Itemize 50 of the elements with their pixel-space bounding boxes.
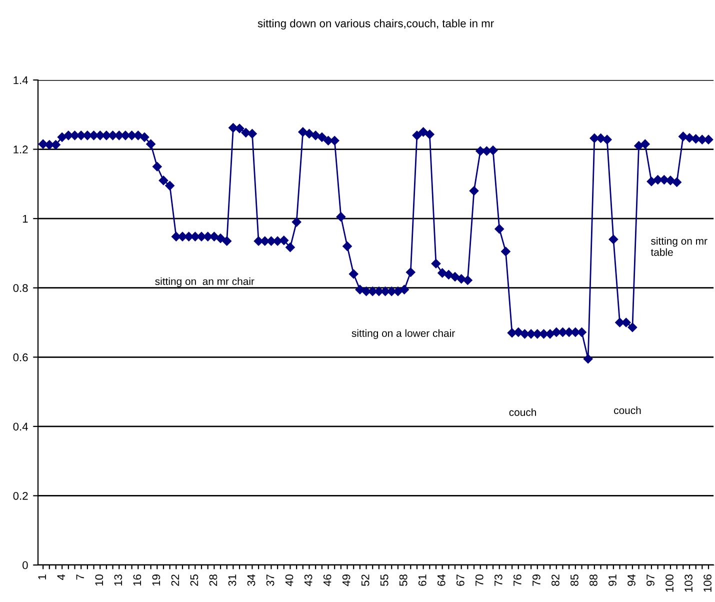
y-tick-label: 1.2 [14,146,28,154]
x-tick-label: 19 [152,574,160,586]
x-tick-label: 82 [552,574,560,586]
x-tick-label: 67 [456,574,464,586]
x-tick-label: 7 [76,574,84,580]
annotation: sitting on an mr chair [155,277,254,288]
x-tick-label: 1 [38,574,46,580]
x-tick-label: 22 [171,574,180,586]
x-tick-label: 37 [266,574,274,586]
y-tick-label: 0.6 [13,353,28,362]
x-tick-label: 13 [114,574,122,586]
x-tick-label: 64 [437,574,446,586]
x-tick-label: 58 [399,574,408,586]
x-tick-label: 100 [666,574,674,592]
x-tick-label: 103 [684,574,692,592]
y-tick-label: 0 [22,561,28,570]
annotation: sitting on mr table [650,237,708,256]
y-tick-label: 1 [22,214,28,223]
x-tick-label: 52 [361,574,370,586]
x-tick-label: 4 [57,574,65,580]
x-tick-label: 25 [190,574,198,586]
x-tick-label: 43 [304,574,312,586]
y-tick-label: 0.4 [13,422,28,431]
x-tick-label: 85 [570,574,578,586]
annotation: couch [509,408,536,416]
chart-title: sitting down on various chairs,couch, table in mr [258,19,494,30]
y-tick-label: 0.8 [13,284,28,292]
x-tick-label: 76 [513,574,522,586]
x-tick-label: 73 [494,574,502,586]
x-tick-label: 46 [323,574,332,586]
x-tick-label: 70 [475,574,484,586]
y-tick-label: 0.2 [13,492,28,500]
annotation: sitting on a lower chair [352,329,455,339]
x-tick-label: 79 [532,574,540,586]
x-tick-label: 10 [95,574,104,586]
x-tick-label: 88 [590,574,598,586]
x-tick-label: 106 [704,574,712,592]
x-tick-label: 94 [628,574,636,586]
x-tick-label: 31 [228,574,236,586]
x-tick-label: 97 [646,574,654,586]
x-tick-label: 49 [342,574,350,586]
x-tick-label: 28 [209,574,218,586]
x-tick-label: 91 [608,574,616,586]
x-tick-label: 55 [380,574,388,586]
x-tick-label: 61 [418,574,426,586]
x-tick-label: 16 [133,574,142,586]
x-tick-label: 34 [247,574,256,586]
annotation: couch [614,406,641,414]
y-tick-label: 1.4 [14,76,28,84]
x-tick-label: 40 [285,574,294,586]
